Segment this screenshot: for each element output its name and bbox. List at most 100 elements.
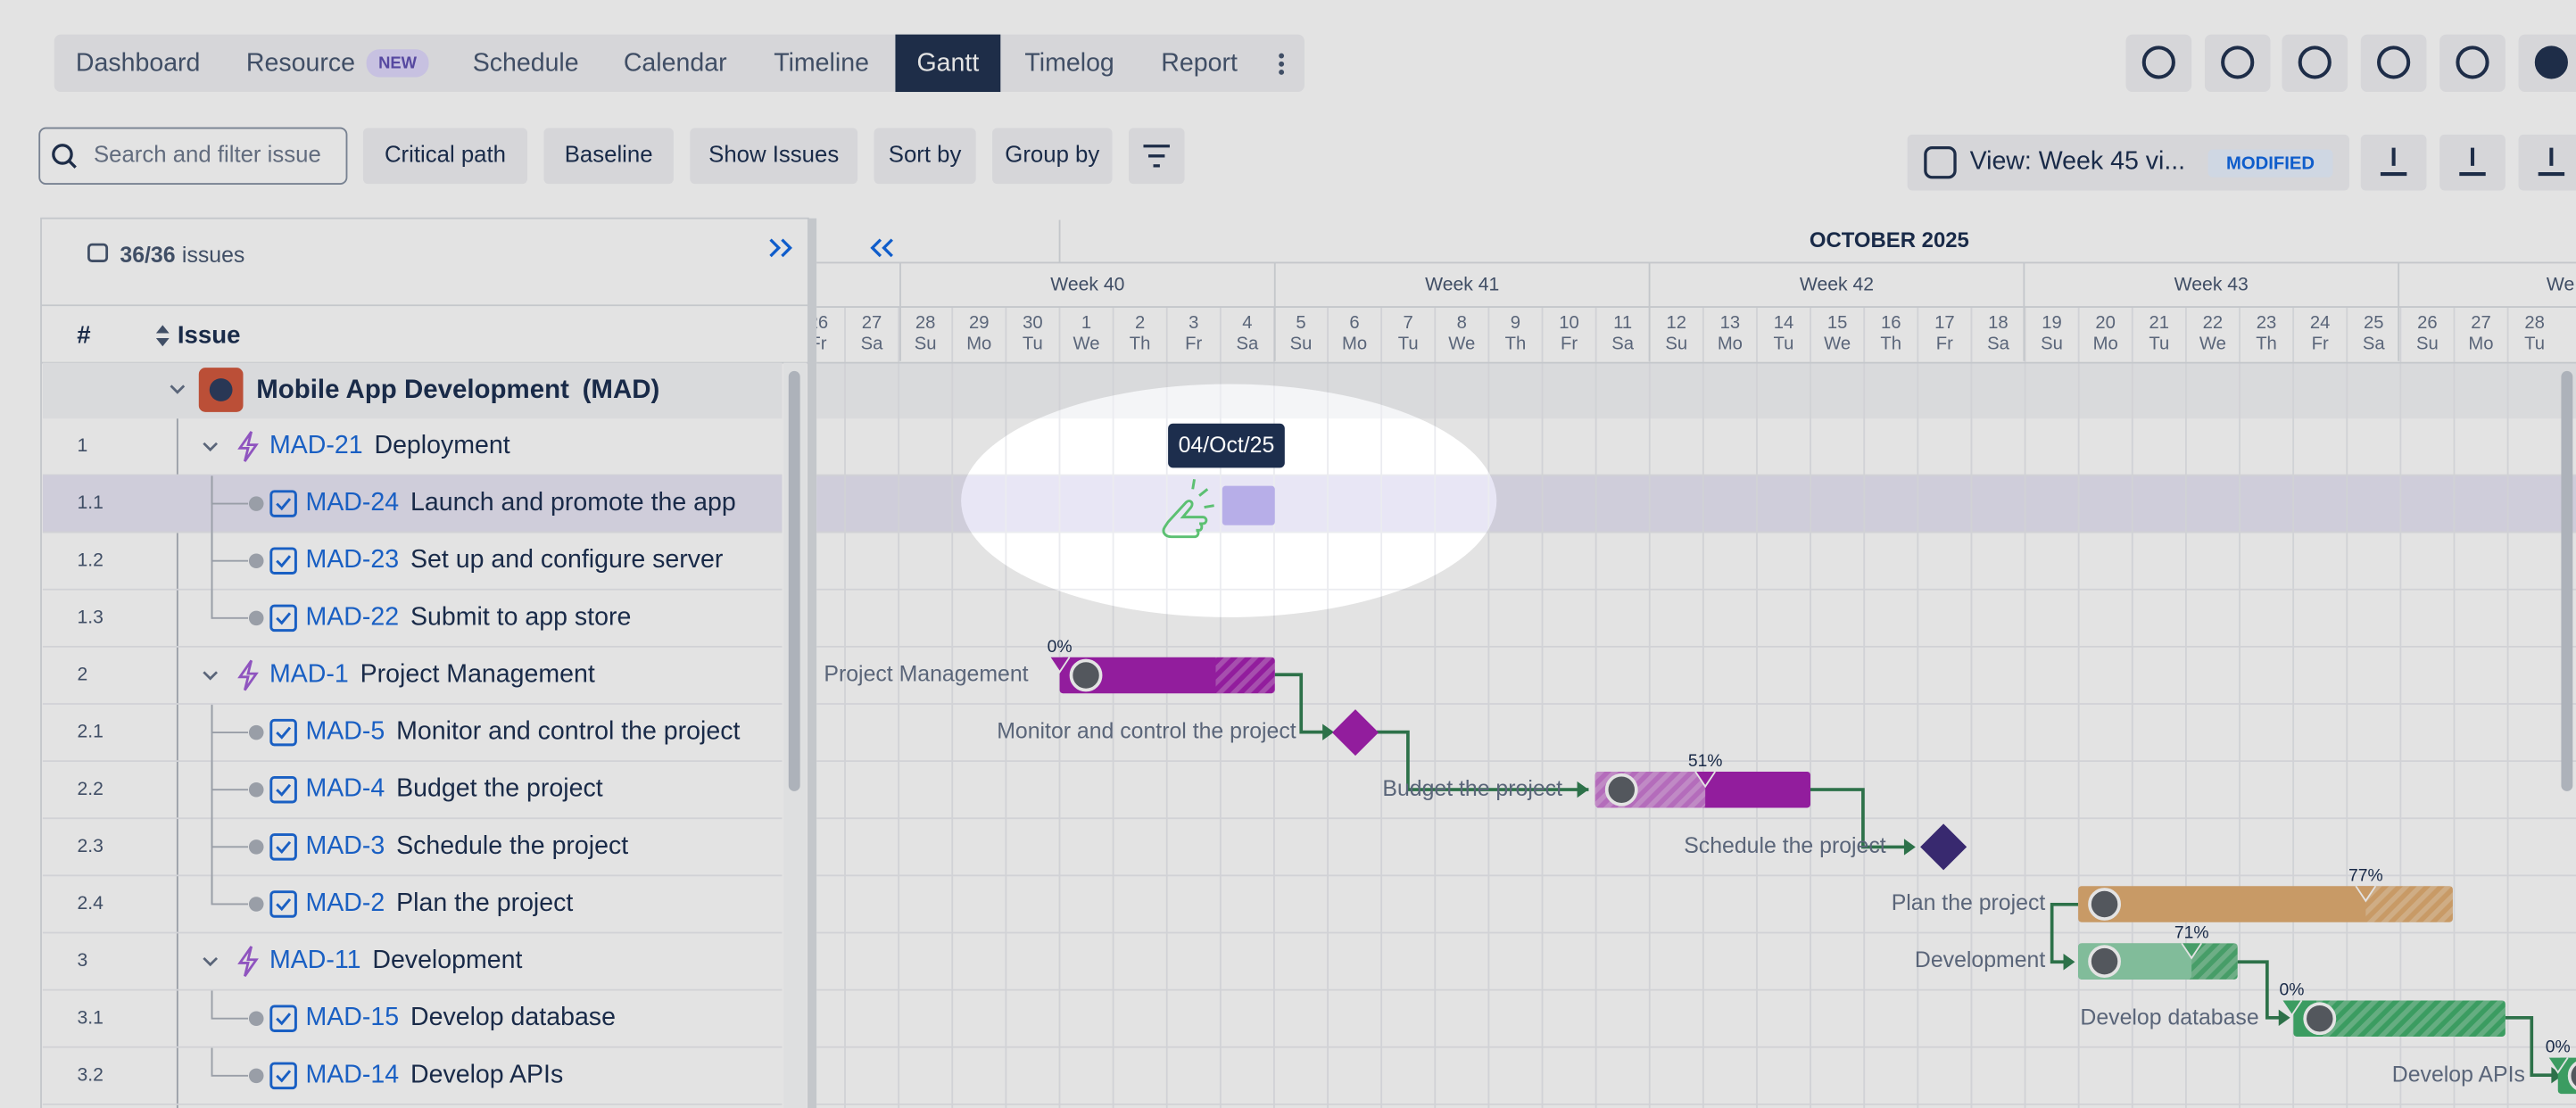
nav-tab[interactable]: Report [1161, 48, 1238, 77]
column-header: Issue [178, 321, 241, 349]
epic-chevron[interactable] [203, 956, 219, 967]
assignee-avatar [2088, 945, 2121, 978]
task-bar[interactable] [2078, 886, 2453, 922]
day-weekday: Fr [1936, 335, 1953, 354]
search-placeholder: Search and filter issue [94, 143, 321, 168]
issue-key[interactable]: MAD-24 [305, 488, 399, 517]
toolbar-icon-button[interactable] [2518, 134, 2576, 191]
progress-marker [2181, 942, 2202, 960]
day-weekday: Th [1130, 335, 1151, 354]
day-number: 11 [1613, 313, 1632, 333]
epic-icon [237, 431, 259, 462]
week-label: Week 41 [1425, 275, 1499, 295]
header-icon-button[interactable] [2282, 34, 2348, 93]
bar-label: Monitor and control the project [997, 720, 1296, 744]
issue-key[interactable]: MAD-2 [305, 889, 385, 917]
project-chevron[interactable] [170, 384, 186, 394]
header-icon-button[interactable] [2125, 34, 2192, 93]
search-icon-handle [68, 160, 77, 169]
day-number: 8 [1457, 313, 1467, 333]
task-check [276, 840, 292, 855]
tree-node [248, 839, 264, 855]
toolbar-button-label: Critical path [385, 143, 506, 168]
toolbar-button[interactable] [992, 128, 1113, 185]
nav-tab[interactable]: Schedule [473, 48, 579, 77]
issue-key[interactable]: MAD-23 [305, 545, 399, 574]
day-weekday: Tu [1023, 335, 1043, 354]
dependency-arrow [2237, 960, 2287, 1020]
day-weekday: Th [1505, 335, 1527, 354]
day-number: 6 [1349, 313, 1359, 333]
issue-key[interactable]: MAD-11 [269, 946, 361, 974]
epic-chevron[interactable] [203, 442, 219, 452]
nav-tab[interactable]: Gantt [916, 48, 979, 77]
issue-key[interactable]: MAD-1 [269, 660, 349, 689]
header-icon-button[interactable] [2439, 34, 2506, 93]
nav-tab[interactable]: Dashboard [76, 48, 201, 77]
scroll-left[interactable] [870, 238, 893, 258]
more-dot[interactable] [1279, 70, 1285, 75]
header-icon-button[interactable] [2360, 34, 2427, 93]
search-box[interactable] [38, 127, 348, 185]
gantt-project-row [816, 362, 2576, 419]
issue-key[interactable]: MAD-3 [305, 831, 385, 860]
gantt-scrollbar-thumb[interactable] [2561, 370, 2573, 791]
issue-title: Submit to app store [410, 602, 631, 631]
nav-tab[interactable]: Calendar [624, 48, 727, 77]
toolbar-button[interactable] [874, 128, 976, 185]
more-dot[interactable] [1279, 61, 1285, 67]
hover-bar-preview[interactable] [1222, 485, 1275, 525]
toolbar-button[interactable] [362, 128, 528, 185]
task-icon [269, 718, 297, 747]
dependency-arrow [1810, 788, 1913, 849]
task-check [276, 898, 292, 912]
issue-key[interactable]: MAD-14 [305, 1060, 399, 1088]
task-check [276, 1013, 292, 1026]
tree-node [248, 724, 264, 740]
issue-key[interactable]: MAD-15 [305, 1003, 399, 1031]
nav-tab[interactable]: Resource [246, 48, 355, 77]
header-icon-button[interactable] [2204, 34, 2271, 93]
toolbar-button[interactable] [690, 128, 858, 185]
view-icon [1924, 145, 1957, 179]
nav-tab[interactable]: Timelog [1024, 48, 1114, 77]
day-weekday: Th [2256, 335, 2277, 354]
issue-key[interactable]: MAD-4 [305, 774, 385, 803]
task-check [276, 783, 292, 797]
day-weekday: We [1448, 335, 1475, 354]
row-number: 1.2 [78, 550, 104, 570]
issue-key[interactable]: MAD-22 [305, 602, 399, 631]
splitter[interactable] [808, 218, 817, 1108]
nav-tab[interactable]: Timeline [774, 48, 869, 77]
day-weekday: We [1824, 335, 1851, 354]
toolbar-button[interactable] [543, 128, 674, 185]
task-check [276, 726, 292, 740]
tooltip-box [1168, 423, 1285, 468]
project-key: (MAD) [583, 375, 660, 404]
epic-chevron[interactable] [203, 671, 219, 681]
issue-key[interactable]: MAD-21 [269, 431, 363, 459]
issue-key[interactable]: MAD-5 [305, 717, 385, 746]
issue-count: 36/36 issues [120, 244, 244, 268]
week-label: Week 43 [2174, 275, 2249, 295]
day-number: 23 [2257, 313, 2277, 333]
arrow-head [1903, 839, 1916, 856]
collapse-panel-icon[interactable] [769, 238, 792, 258]
row-number: 1 [78, 435, 88, 456]
assignee-avatar [2567, 1061, 2576, 1090]
day-number: 16 [1881, 313, 1901, 333]
progress-label: 0% [2546, 1038, 2571, 1057]
sort-icon[interactable] [155, 325, 170, 347]
issue-title: Schedule the project [396, 831, 628, 860]
more-dot[interactable] [1279, 53, 1285, 59]
row-number: 1.1 [78, 492, 104, 513]
progress-marker [2355, 885, 2377, 903]
toolbar-icon [2380, 147, 2407, 177]
day-weekday: Sa [1987, 335, 2010, 354]
issue-title: Set up and configure server [410, 545, 724, 574]
toolbar-button-label: Sort by [889, 143, 962, 168]
scrollbar-thumb[interactable] [788, 370, 800, 791]
progress-label: 71% [2174, 923, 2209, 942]
progress-marker [2547, 1057, 2569, 1074]
